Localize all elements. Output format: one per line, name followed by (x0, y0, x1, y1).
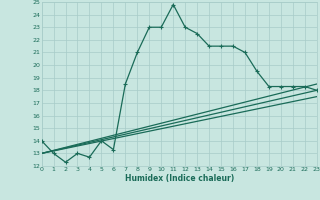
X-axis label: Humidex (Indice chaleur): Humidex (Indice chaleur) (124, 174, 234, 183)
